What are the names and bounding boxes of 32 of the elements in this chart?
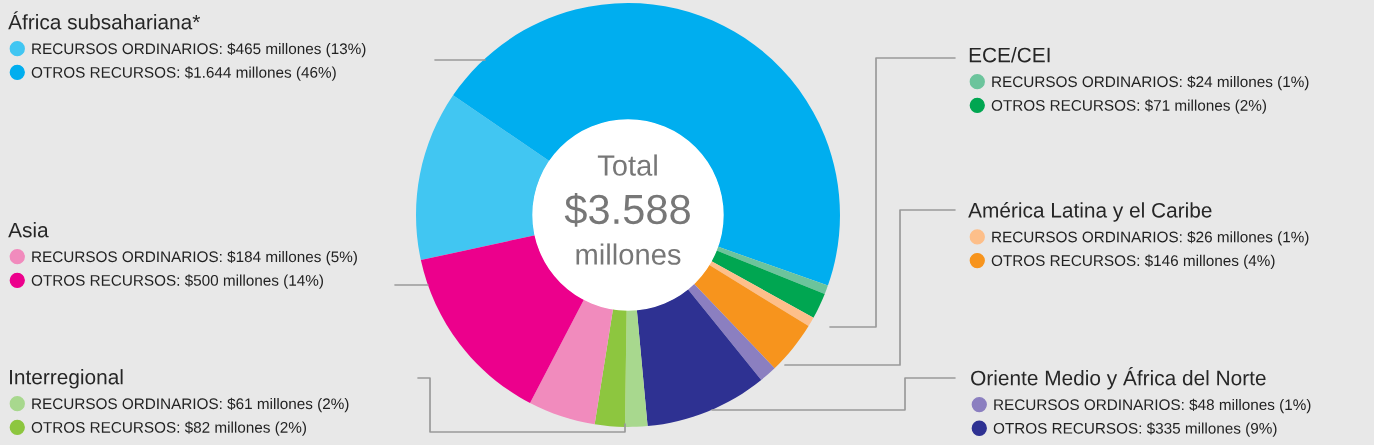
donut-slice (416, 95, 550, 261)
donut-slice (716, 246, 828, 294)
donut-slice (687, 283, 775, 380)
donut-slice (711, 250, 825, 318)
text: Total (597, 154, 657, 176)
donut-slice (693, 264, 809, 369)
legend-label: RECURSOS ORDINARIOS: $26 millones (1%) (992, 230, 1309, 246)
text: millones (576, 243, 681, 265)
text: América Latina y el Caribe (968, 202, 1212, 222)
legend-label: OTROS RECURSOS: $1.644 millones (46%) (31, 66, 336, 81)
donut-slice (708, 261, 814, 327)
donut-slice (636, 288, 762, 427)
legend-label: RECURSOS ORDINARIOS: $48 millones (1%) (994, 398, 1311, 414)
donut-slice (594, 308, 627, 427)
legend-label: RECURSOS ORDINARIOS: $465 millones (13%) (32, 42, 366, 58)
legend-label: OTROS RECURSOS: $335 millones (9%) (993, 422, 1277, 437)
legend-label: RECURSOS ORDINARIOS: $184 millones (5%) (32, 250, 357, 266)
donut-slice (530, 299, 614, 425)
text: Asia (8, 222, 49, 238)
donut-slice (453, 3, 840, 286)
text: ECE/CEI (969, 47, 1050, 63)
legend-label: OTROS RECURSOS: $500 millones (14%) (31, 274, 323, 289)
legend-label: OTROS RECURSOS: $82 millones (2%) (31, 421, 306, 436)
text: Interregional (10, 369, 123, 389)
legend-label: RECURSOS ORDINARIOS: $24 millones (1%) (992, 75, 1309, 91)
text: África subsahariana* (8, 11, 201, 30)
legend-label: OTROS RECURSOS: $146 millones (4%) (991, 254, 1275, 270)
donut-slice (624, 309, 648, 427)
legend-label: OTROS RECURSOS: $71 millones (2%) (991, 99, 1266, 114)
legend-label: RECURSOS ORDINARIOS: $61 millones (2%) (32, 397, 349, 413)
text: Oriente Medio y África del Norte (971, 367, 1266, 390)
text: $3.588 (564, 192, 690, 227)
